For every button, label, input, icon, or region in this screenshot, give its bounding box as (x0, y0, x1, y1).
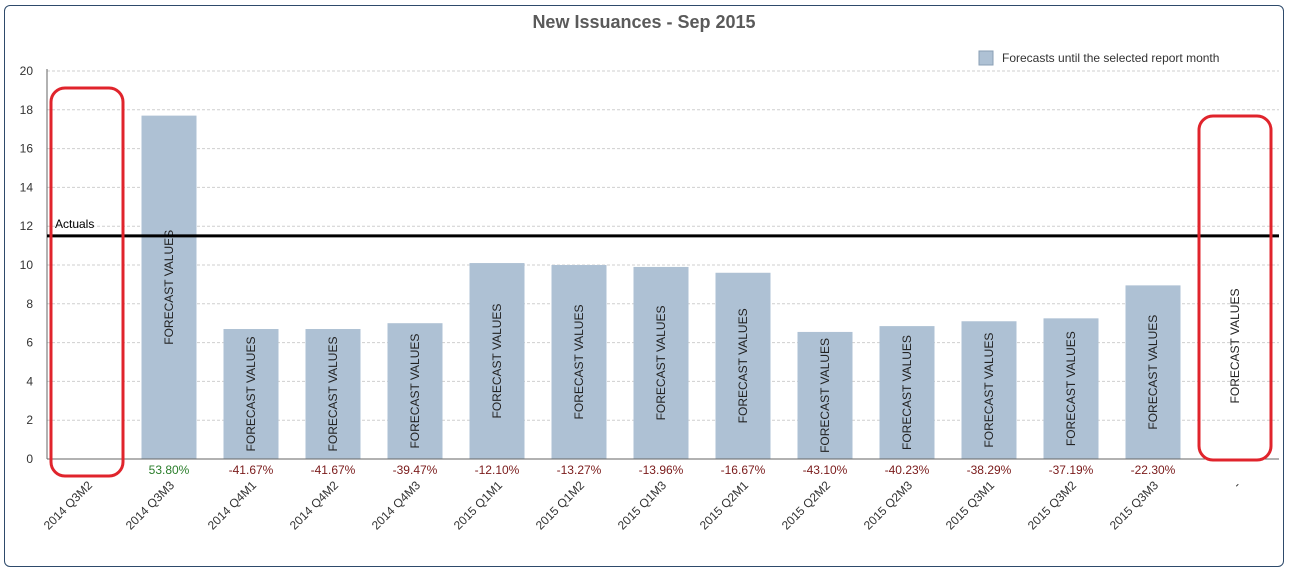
chart-title: New Issuances - Sep 2015 (532, 12, 755, 32)
x-tick-label: 2015 Q1M1 (451, 478, 505, 532)
x-tick-label: 2014 Q4M2 (287, 478, 341, 532)
legend-swatch (978, 50, 994, 66)
legend: Forecasts until the selected report mont… (978, 50, 1219, 66)
pct-label: -39.47% (393, 463, 438, 477)
pct-label: -41.67% (311, 463, 356, 477)
bar-label: FORECAST VALUES (818, 338, 832, 453)
bar (715, 272, 771, 459)
pct-label: -13.27% (557, 463, 602, 477)
bar-label: FORECAST VALUES (1064, 331, 1078, 446)
bar-label: FORECAST VALUES (736, 308, 750, 423)
bar (141, 115, 197, 460)
highlight-layer (49, 86, 1273, 478)
x-tick-label: 2015 Q3M2 (1025, 478, 1079, 532)
x-tick-label: 2014 Q3M3 (123, 478, 177, 532)
highlight-box (1197, 114, 1273, 462)
bar (961, 321, 1017, 459)
x-tick-label: 2015 Q2M1 (697, 478, 751, 532)
pct-label: -13.96% (639, 463, 684, 477)
bar-label: FORECAST VALUES (244, 337, 258, 452)
x-tick-label: 2015 Q1M2 (533, 478, 587, 532)
bars-layer: FORECAST VALUES 53.80% FORECAST VALUES -41.… (141, 115, 1242, 477)
bar-label: FORECAST VALUES (1228, 289, 1242, 404)
bar-label: FORECAST VALUES (490, 304, 504, 419)
bar (387, 323, 443, 459)
pct-label: 53.80% (149, 463, 190, 477)
y-tick-label: 4 (26, 374, 33, 388)
y-tick-label: 20 (20, 64, 34, 78)
bar (223, 329, 279, 459)
bar-label: FORECAST VALUES (654, 306, 668, 421)
pct-label: -38.29% (967, 463, 1012, 477)
y-axis: 0 2 4 6 8 10 12 14 16 18 20 (20, 64, 48, 466)
bar (633, 266, 689, 459)
pct-label: -16.67% (721, 463, 766, 477)
pct-label: -43.10% (803, 463, 848, 477)
bar-label: FORECAST VALUES (1146, 315, 1160, 430)
y-tick-label: 10 (20, 258, 34, 272)
reference-layer: Actuals (47, 217, 1279, 238)
y-tick-label: 6 (26, 336, 33, 350)
x-tick-label: 2015 Q3M3 (1107, 478, 1161, 532)
x-tick-label: 2014 Q4M1 (205, 478, 259, 532)
x-tick-label: 2014 Q3M2 (41, 478, 95, 532)
y-tick-label: 14 (20, 180, 34, 194)
y-tick-label: 2 (26, 413, 33, 427)
x-tick-label: 2015 Q1M3 (615, 478, 669, 532)
y-tick-label: 0 (26, 452, 33, 466)
bar-label: FORECAST VALUES (408, 334, 422, 449)
pct-label: -12.10% (475, 463, 520, 477)
y-tick-label: 12 (20, 219, 34, 233)
x-tick-label: 2014 Q4M3 (369, 478, 423, 532)
pct-label: -40.23% (885, 463, 930, 477)
bar-label: FORECAST VALUES (326, 337, 340, 452)
bar-label: FORECAST VALUES (162, 230, 176, 345)
bar (1043, 318, 1099, 459)
y-tick-label: 8 (26, 297, 33, 311)
bar (797, 331, 853, 459)
bar (305, 329, 361, 459)
pct-label: -41.67% (229, 463, 274, 477)
bar (879, 326, 935, 459)
x-tick-label: 2015 Q2M3 (861, 478, 915, 532)
x-tick-label: - (1230, 478, 1243, 491)
y-tick-label: 18 (20, 103, 34, 117)
y-tick-label: 16 (20, 142, 34, 156)
bar-label: FORECAST VALUES (572, 305, 586, 420)
bar (1125, 285, 1181, 459)
pct-label: -37.19% (1049, 463, 1094, 477)
highlight-box (49, 86, 125, 478)
x-tick-label: 2015 Q2M2 (779, 478, 833, 532)
bar (551, 265, 607, 459)
legend-label: Forecasts until the selected report mont… (1002, 51, 1219, 65)
bar-label: FORECAST VALUES (900, 335, 914, 450)
x-tick-label: 2015 Q3M1 (943, 478, 997, 532)
bar-label: FORECAST VALUES (982, 333, 996, 448)
reference-label: Actuals (55, 217, 94, 231)
pct-label: -22.30% (1131, 463, 1176, 477)
bar (469, 263, 525, 459)
